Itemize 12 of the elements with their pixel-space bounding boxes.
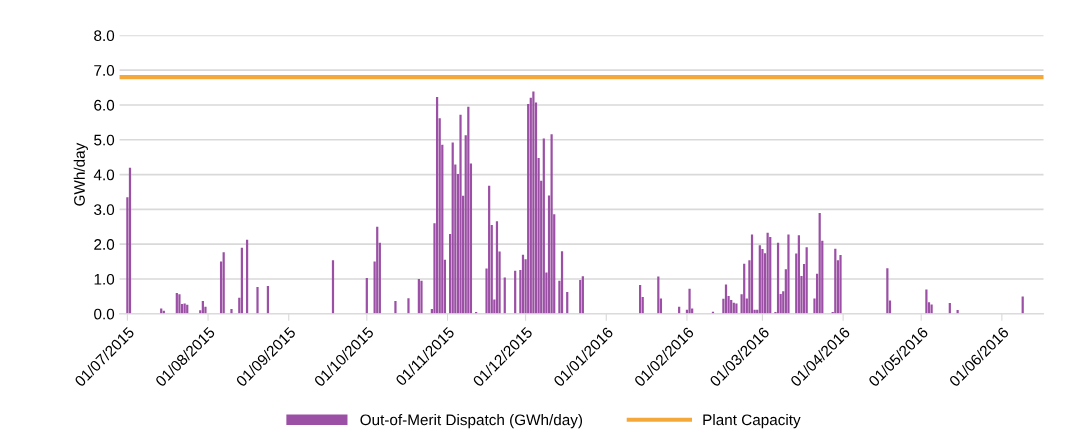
legend-label: Out-of-Merit Dispatch (GWh/day)	[360, 414, 583, 429]
y-tick-label: 5.0	[94, 134, 115, 146]
y-tick-label: 8.0	[94, 30, 115, 42]
legend-label: Plant Capacity	[703, 414, 801, 429]
y-tick-label: 6.0	[94, 99, 115, 111]
y-tick-label: 2.0	[94, 239, 115, 250]
y-tick-label: 3.0	[94, 204, 115, 216]
y-tick-label: 1.0	[94, 273, 115, 285]
y-axis-title: GWh/day	[73, 142, 88, 206]
y-tick-label: 0.0	[94, 308, 115, 320]
y-tick-label: 4.0	[93, 169, 115, 181]
y-tick-label: 7.0	[94, 65, 115, 76]
